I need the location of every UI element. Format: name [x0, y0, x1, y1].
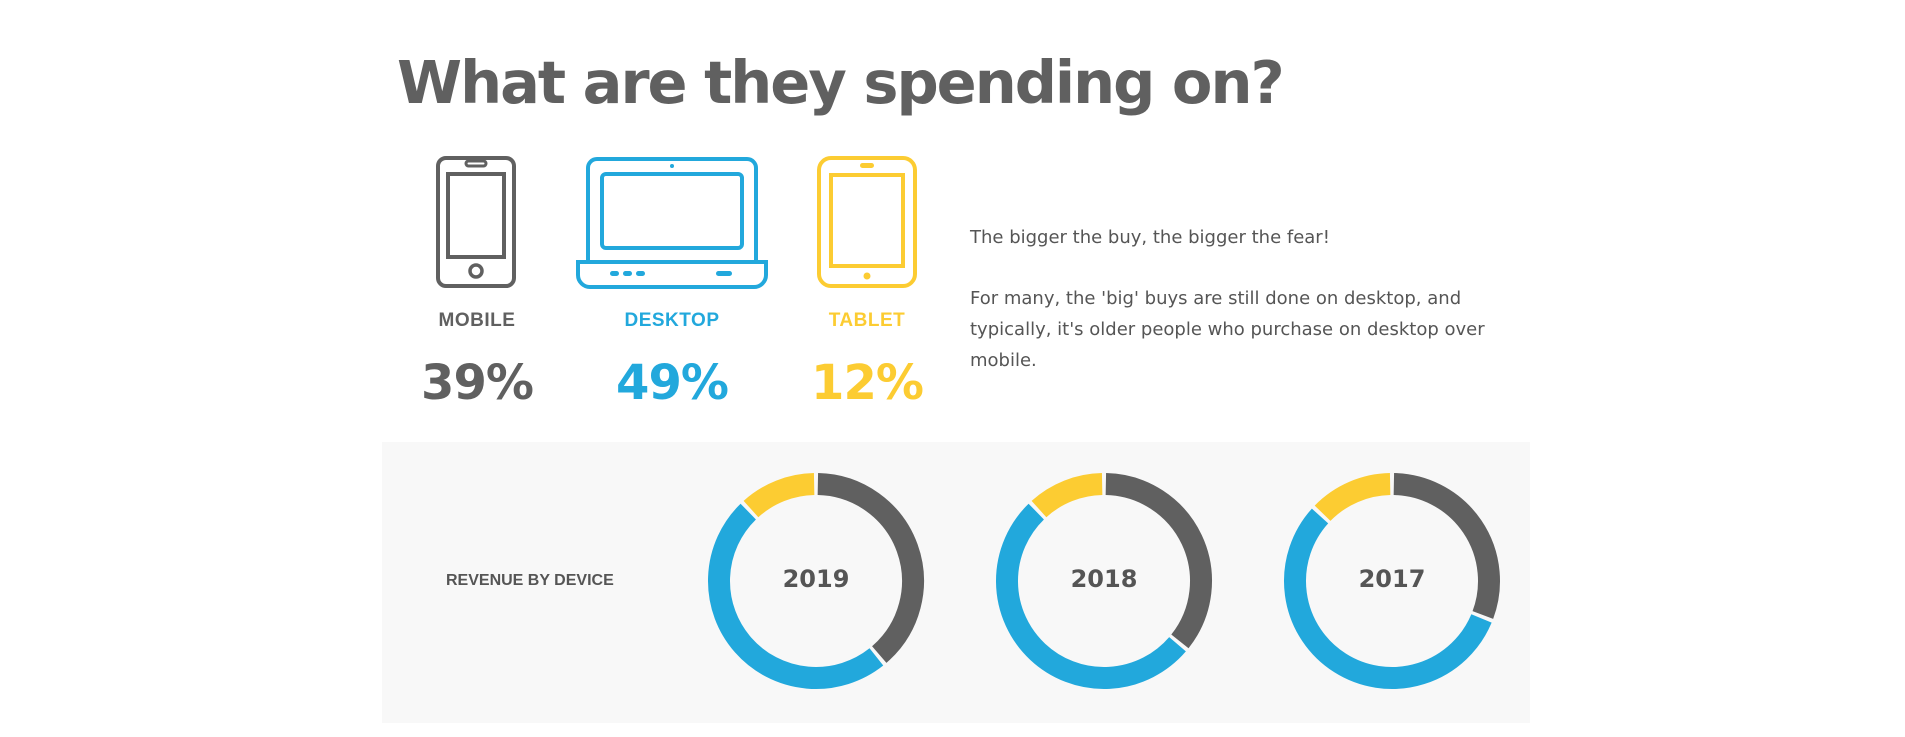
- donut-slice-tablet: [1031, 473, 1103, 518]
- device-mobile: MOBILE 39%: [377, 150, 577, 411]
- device-percent: 49%: [616, 355, 729, 411]
- donut-year-label: 2018: [1070, 565, 1138, 593]
- chart-title: REVENUE BY DEVICE: [446, 572, 614, 589]
- device-tablet: TABLET 12%: [767, 150, 967, 411]
- donut-slice-tablet: [1314, 473, 1391, 522]
- donut-slice-mobile: [817, 473, 924, 663]
- device-label: MOBILE: [438, 310, 516, 331]
- revenue-panel: REVENUE BY DEVICE 2019 2018 2017: [382, 442, 1530, 723]
- device-label: TABLET: [828, 310, 906, 331]
- donut-slice-tablet: [743, 473, 815, 518]
- device-percent: 12%: [811, 355, 924, 411]
- donut-slice-desktop: [708, 503, 884, 689]
- description-text: The bigger the buy, the bigger the fear!…: [970, 222, 1530, 406]
- device-desktop: DESKTOP 49%: [572, 150, 772, 411]
- donut-slice-desktop: [996, 503, 1186, 689]
- device-percent: 39%: [421, 355, 534, 411]
- device-label: DESKTOP: [624, 310, 720, 331]
- donut-slice-mobile: [1393, 473, 1500, 619]
- donut-year-label: 2019: [782, 565, 850, 593]
- donut-svg: [996, 473, 1212, 689]
- donut-svg: [1284, 473, 1500, 689]
- blurb-body: For many, the 'big' buys are still done …: [970, 288, 1485, 371]
- donut-svg: [708, 473, 924, 689]
- donut-chart-2018: 2018: [994, 471, 1214, 691]
- donut-slice-desktop: [1284, 508, 1492, 689]
- donut-year-label: 2017: [1358, 565, 1426, 593]
- smartphone-icon: [436, 156, 516, 288]
- donut-slice-mobile: [1105, 473, 1212, 649]
- laptop-icon: [576, 157, 768, 289]
- blurb-headline: The bigger the buy, the bigger the fear!: [970, 227, 1330, 248]
- tablet-icon: [817, 156, 917, 288]
- page-title: What are they spending on?: [397, 48, 1285, 117]
- donut-chart-2019: 2019: [706, 471, 926, 691]
- donut-chart-2017: 2017: [1282, 471, 1502, 691]
